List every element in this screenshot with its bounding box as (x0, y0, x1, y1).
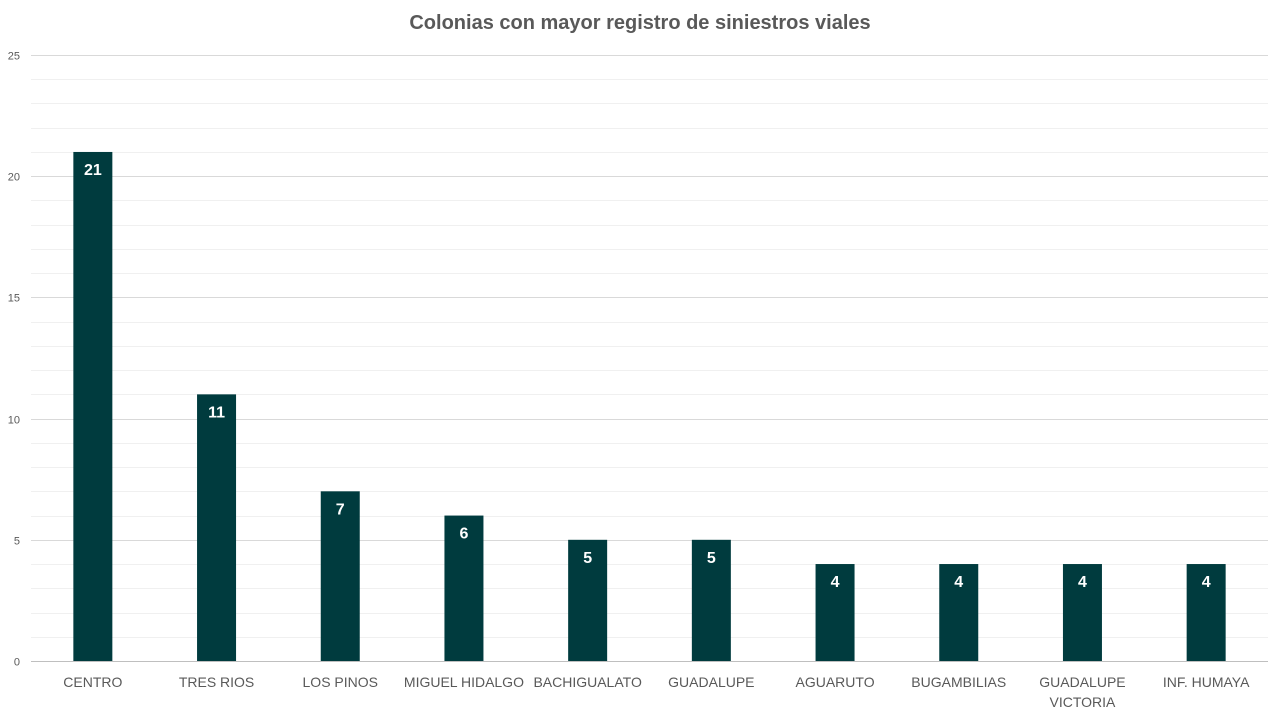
x-tick-label-line: CENTRO (63, 674, 122, 690)
bar (1186, 564, 1226, 661)
bars (73, 151, 1226, 661)
x-tick-label: BACHIGUALATO (533, 674, 642, 690)
x-tick-label-line: LOS PINOS (303, 674, 378, 690)
x-tick-label-line: GUADALUPE (1039, 674, 1125, 690)
bar (73, 151, 113, 661)
bar (568, 539, 608, 661)
y-tick-label: 5 (14, 536, 20, 548)
bar (691, 539, 731, 661)
bar (939, 564, 979, 661)
x-tick-label-line: BUGAMBILIAS (911, 674, 1006, 690)
data-label: 4 (1078, 574, 1087, 591)
data-label: 4 (831, 574, 840, 591)
gridlines (31, 55, 1268, 638)
y-tick-label: 0 (14, 657, 20, 669)
data-label: 4 (954, 574, 963, 591)
bar (815, 564, 855, 661)
x-tick-label: INF. HUMAYA (1163, 674, 1250, 690)
x-tick-label: AGUARUTO (796, 674, 875, 690)
bar (197, 394, 237, 661)
y-tick-label: 10 (8, 415, 20, 427)
x-tick-label-line: INF. HUMAYA (1163, 674, 1250, 690)
data-label: 11 (208, 404, 225, 421)
data-label: 5 (707, 550, 716, 567)
data-label: 4 (1202, 574, 1211, 591)
bar (1062, 564, 1102, 661)
x-tick-label-line: VICTORIA (1050, 694, 1117, 710)
y-tick-label: 25 (8, 51, 20, 63)
x-tick-label-line: GUADALUPE (668, 674, 754, 690)
x-tick-label: TRES RIOS (179, 674, 254, 690)
x-tick-label-line: BACHIGUALATO (533, 674, 642, 690)
bar (320, 491, 360, 661)
chart-title: Colonias con mayor registro de siniestro… (409, 12, 871, 34)
x-tick-label-line: MIGUEL HIDALGO (404, 674, 524, 690)
x-tick-label: CENTRO (63, 674, 122, 690)
bar (444, 515, 484, 661)
y-tick-label: 20 (8, 172, 20, 184)
data-label: 5 (583, 550, 592, 567)
data-label: 7 (336, 501, 345, 518)
data-label: 21 (84, 162, 102, 179)
x-tick-label: BUGAMBILIAS (911, 674, 1006, 690)
x-tick-label: MIGUEL HIDALGO (404, 674, 524, 690)
x-tick-label-line: AGUARUTO (796, 674, 875, 690)
x-tick-label-line: TRES RIOS (179, 674, 254, 690)
y-tick-label: 15 (8, 293, 20, 305)
x-tick-label: GUADALUPE VICTORIA (1039, 674, 1125, 710)
x-tick-label: GUADALUPE (668, 674, 754, 690)
x-tick-label: LOS PINOS (303, 674, 378, 690)
data-label: 6 (459, 526, 468, 543)
